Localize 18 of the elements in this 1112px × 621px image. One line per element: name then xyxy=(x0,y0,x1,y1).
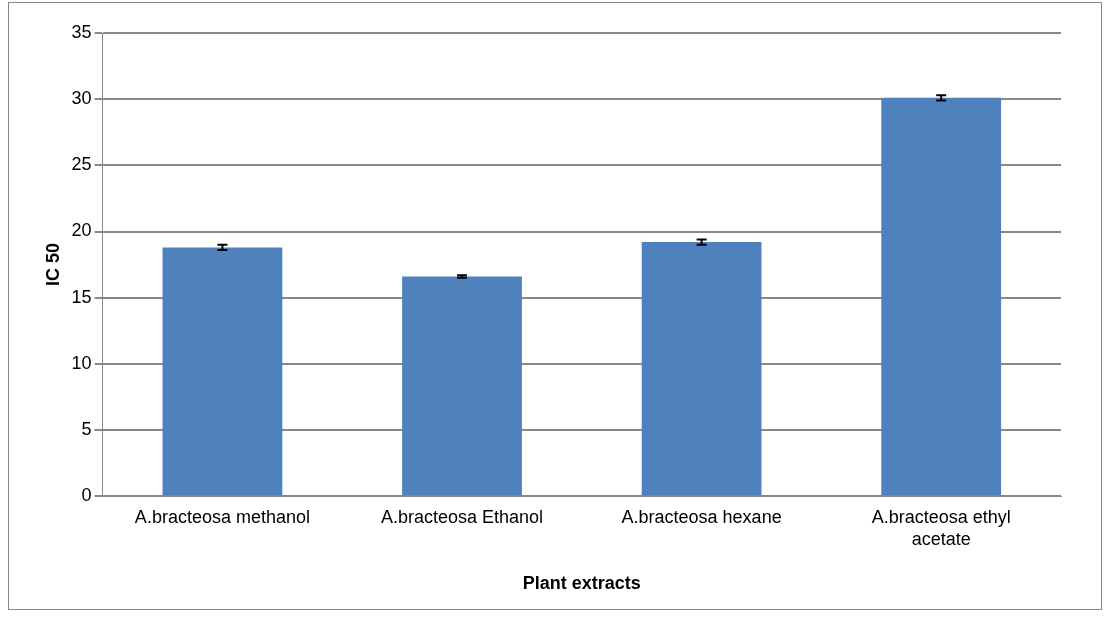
bar xyxy=(402,276,522,496)
bar xyxy=(162,247,283,496)
x-axis-title: Plant extracts xyxy=(522,573,641,594)
y-tick-label: 30 xyxy=(71,88,92,109)
y-axis-title: IC 50 xyxy=(42,243,63,287)
x-tick-label: A.bracteosa methanol xyxy=(134,506,310,527)
y-tick-label: 5 xyxy=(81,419,92,439)
y-tick-label: 0 xyxy=(81,485,92,506)
x-tick-label: A.bracteosa ethyl acetate xyxy=(871,506,1011,549)
y-tick-label: 20 xyxy=(71,220,92,241)
y-tick-label: 10 xyxy=(71,352,92,373)
x-tick-label: A.bracteosa Ethanol xyxy=(380,506,544,527)
y-tick-label: 15 xyxy=(71,286,92,307)
bar xyxy=(641,242,762,496)
bar xyxy=(881,97,1002,496)
y-tick-label: 35 xyxy=(71,21,92,42)
x-tick-label: A.bracteosa hexane xyxy=(621,506,782,527)
y-tick-label: 25 xyxy=(71,154,92,175)
